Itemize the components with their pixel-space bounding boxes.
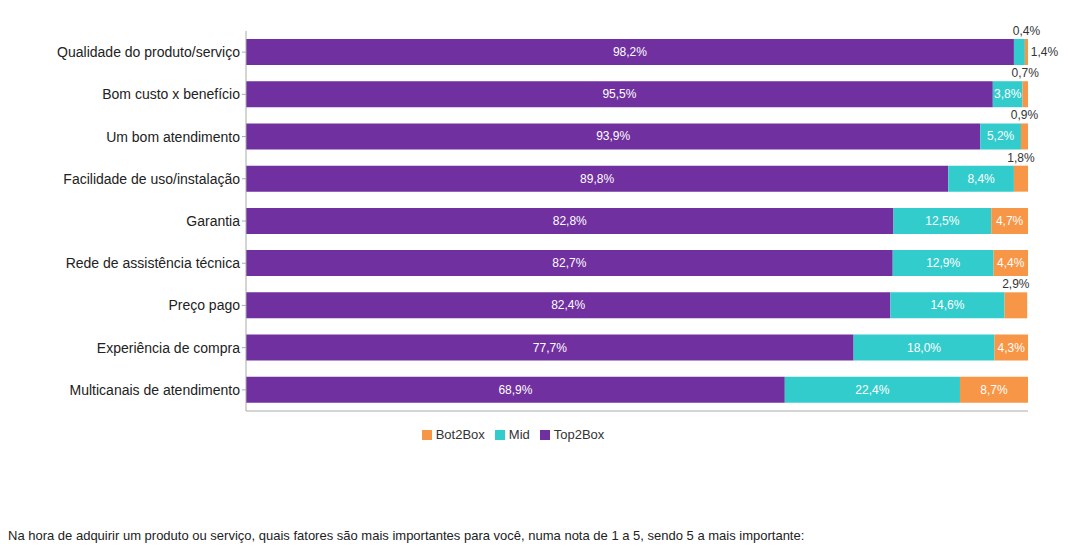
svg-text:68,9%: 68,9% xyxy=(498,383,532,397)
svg-text:Facilidade de uso/instalação: Facilidade de uso/instalação xyxy=(63,171,240,187)
svg-text:4,4%: 4,4% xyxy=(997,256,1025,270)
svg-text:Rede de assistência técnica: Rede de assistência técnica xyxy=(66,255,241,271)
svg-text:12,9%: 12,9% xyxy=(926,256,960,270)
svg-text:4,7%: 4,7% xyxy=(996,214,1024,228)
svg-text:82,7%: 82,7% xyxy=(552,256,586,270)
html-text:Na hora de adquirir um produto: Na hora de adquirir um produto ou serviç… xyxy=(8,528,805,543)
svg-text:8,7%: 8,7% xyxy=(980,383,1008,397)
svg-text:0,9%: 0,9% xyxy=(1011,108,1039,122)
svg-text:4,3%: 4,3% xyxy=(998,341,1026,355)
html-text:Top2Box: Top2Box xyxy=(553,427,605,442)
svg-text:22,4%: 22,4% xyxy=(855,383,889,397)
svg-text:82,4%: 82,4% xyxy=(551,298,585,312)
svg-text:Qualidade do produto/serviço: Qualidade do produto/serviço xyxy=(57,44,240,60)
svg-text:2,9%: 2,9% xyxy=(1002,277,1030,291)
svg-text:Garantia: Garantia xyxy=(186,213,240,229)
html-text:Bot2Box: Bot2Box xyxy=(435,427,485,442)
svg-text:Multicanais de atendimento: Multicanais de atendimento xyxy=(70,382,241,398)
html-text:Mid: Mid xyxy=(508,427,530,442)
svg-text:98,2%: 98,2% xyxy=(613,45,647,59)
svg-text:1,8%: 1,8% xyxy=(1007,151,1035,165)
svg-text:Um bom atendimento: Um bom atendimento xyxy=(106,129,240,145)
svg-text:0,7%: 0,7% xyxy=(1012,66,1040,80)
svg-text:5,2%: 5,2% xyxy=(987,129,1015,143)
svg-text:Preço pago: Preço pago xyxy=(168,297,240,313)
svg-text:12,5%: 12,5% xyxy=(925,214,959,228)
svg-text:95,5%: 95,5% xyxy=(602,87,636,101)
svg-text:1,4%: 1,4% xyxy=(1031,45,1059,59)
svg-text:14,6%: 14,6% xyxy=(930,298,964,312)
svg-text:18,0%: 18,0% xyxy=(907,341,941,355)
svg-text:89,8%: 89,8% xyxy=(580,172,614,186)
svg-text:Experiência de compra: Experiência de compra xyxy=(97,340,240,356)
svg-text:77,7%: 77,7% xyxy=(533,341,567,355)
svg-text:82,8%: 82,8% xyxy=(553,214,587,228)
svg-text:0,4%: 0,4% xyxy=(1013,24,1041,38)
svg-text:93,9%: 93,9% xyxy=(596,129,630,143)
svg-text:8,4%: 8,4% xyxy=(967,172,995,186)
svg-text:Bom custo x benefício: Bom custo x benefício xyxy=(102,86,240,102)
svg-text:3,8%: 3,8% xyxy=(994,87,1022,101)
